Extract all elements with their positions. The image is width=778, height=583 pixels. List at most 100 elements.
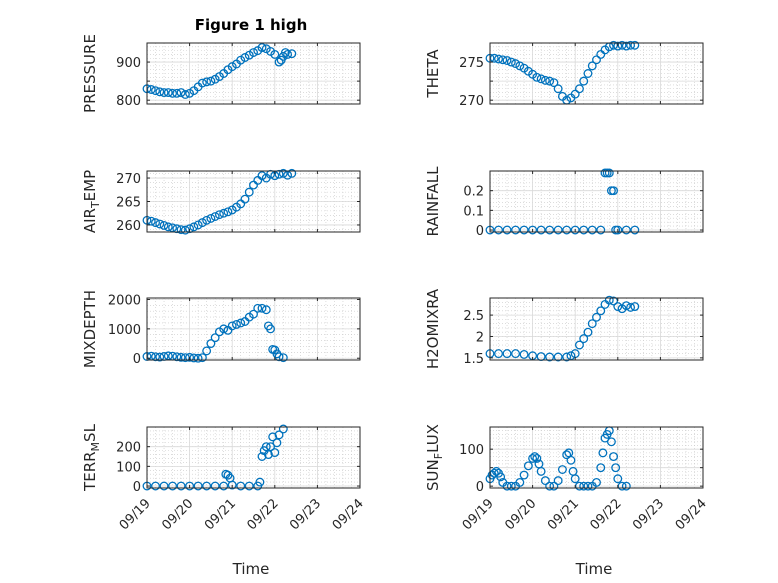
data-point bbox=[532, 453, 542, 463]
data-point bbox=[159, 88, 169, 98]
data-point bbox=[163, 222, 173, 232]
data-point bbox=[168, 88, 178, 98]
data-point bbox=[511, 225, 521, 235]
data-point bbox=[274, 352, 284, 362]
data-point bbox=[185, 224, 195, 234]
data-point bbox=[249, 309, 258, 319]
data-point bbox=[193, 481, 203, 491]
data-point bbox=[206, 213, 216, 223]
data-point bbox=[519, 225, 529, 235]
axes-frame bbox=[146, 426, 361, 489]
data-point bbox=[570, 89, 580, 99]
x-tick-label: 09/20 bbox=[502, 496, 539, 533]
data-point bbox=[540, 476, 550, 486]
data-point bbox=[566, 455, 576, 465]
data-point bbox=[257, 171, 267, 181]
data-point bbox=[568, 466, 578, 476]
y-axis-label: TERRMSL bbox=[81, 423, 102, 492]
data-point bbox=[570, 474, 580, 484]
data-point bbox=[257, 452, 267, 461]
data-point bbox=[523, 461, 533, 471]
data-point bbox=[210, 333, 220, 343]
data-point bbox=[232, 319, 241, 329]
y-tick-label: 2.5 bbox=[463, 309, 484, 324]
data-point bbox=[278, 168, 288, 178]
data-point bbox=[240, 194, 250, 204]
data-point bbox=[283, 49, 293, 59]
y-tick-label: 800 bbox=[116, 94, 141, 109]
data-point bbox=[172, 224, 182, 234]
data-point bbox=[553, 84, 563, 94]
x-axis-label-left: Time bbox=[232, 560, 270, 578]
data-point bbox=[202, 215, 212, 225]
data-point bbox=[630, 40, 640, 50]
data-point bbox=[621, 225, 631, 235]
y-tick-label: 1000 bbox=[108, 323, 141, 338]
data-point bbox=[511, 59, 521, 69]
data-point bbox=[494, 54, 503, 64]
y-axis-label: PRESSURE bbox=[81, 34, 99, 113]
axes-frame bbox=[489, 42, 704, 105]
data-point bbox=[266, 442, 275, 452]
data-point bbox=[240, 53, 250, 62]
x-tick-label: 09/22 bbox=[245, 496, 282, 533]
data-point bbox=[244, 481, 254, 491]
data-point bbox=[180, 90, 190, 99]
y-tick-label: 0.1 bbox=[463, 204, 484, 219]
y-tick-label: 0.2 bbox=[463, 185, 484, 200]
data-point bbox=[562, 225, 572, 235]
data-point bbox=[609, 452, 618, 462]
subplot-pressure: 800 900 PRESSURE bbox=[81, 34, 361, 113]
data-point bbox=[587, 61, 597, 71]
x-axis-label-right: Time bbox=[575, 560, 613, 578]
subplot-mixdepth: 0 1000 2000 MIXDEPTH bbox=[81, 290, 361, 368]
axes-frame bbox=[489, 297, 704, 361]
y-tick-label: 2000 bbox=[108, 293, 141, 308]
y-tick-label: 0 bbox=[133, 480, 141, 495]
data-point bbox=[630, 302, 640, 312]
subplot-terr-msl: 0 100 200 TERRMSL 09/19 09/20 09/21 09/22 09/23 0… bbox=[81, 423, 367, 533]
x-tick-label: 09/23 bbox=[287, 496, 324, 533]
data-point bbox=[515, 478, 525, 487]
data-point bbox=[287, 49, 297, 59]
x-tick-label: 09/19 bbox=[460, 496, 497, 533]
subplot-rainfall: 0 0.1 0.2 RAINFALL bbox=[424, 166, 704, 239]
data-point bbox=[511, 349, 521, 359]
data-point bbox=[587, 225, 597, 235]
data-point bbox=[193, 353, 203, 363]
data-point bbox=[536, 466, 546, 476]
y-tick-label: 200 bbox=[116, 441, 141, 456]
axes-frame bbox=[489, 426, 704, 489]
data-point bbox=[587, 319, 597, 329]
data-point bbox=[519, 349, 529, 359]
data-point bbox=[274, 57, 284, 67]
data-point bbox=[257, 303, 267, 313]
x-tick-label: 09/24 bbox=[330, 496, 367, 533]
x-tick-label: 09/22 bbox=[588, 496, 625, 533]
data-point bbox=[528, 225, 538, 235]
data-point bbox=[206, 339, 216, 348]
data-point bbox=[249, 180, 258, 190]
data-point bbox=[549, 78, 559, 88]
data-point bbox=[613, 302, 623, 312]
data-point bbox=[278, 353, 288, 363]
data-point bbox=[502, 481, 512, 491]
data-point bbox=[151, 86, 160, 96]
data-point bbox=[562, 450, 572, 460]
y-tick-label: 0 bbox=[476, 224, 484, 239]
y-axis-label: SUNFLUX bbox=[424, 424, 445, 491]
data-point bbox=[287, 168, 297, 178]
data-point bbox=[270, 49, 280, 59]
y-tick-label: 2 bbox=[476, 330, 484, 345]
data-point bbox=[600, 299, 610, 309]
data-point bbox=[257, 43, 267, 53]
x-tick-label: 09/23 bbox=[630, 496, 667, 533]
subplot-air-temp: 260 265 270 AIRTEMP bbox=[81, 168, 361, 235]
data-point bbox=[197, 353, 207, 363]
data-point bbox=[562, 352, 572, 362]
data-point bbox=[557, 465, 567, 474]
x-tick-label: 09/20 bbox=[159, 496, 196, 533]
x-tick-label: 09/24 bbox=[673, 496, 710, 533]
data-point bbox=[255, 477, 265, 487]
data-point bbox=[596, 225, 606, 235]
